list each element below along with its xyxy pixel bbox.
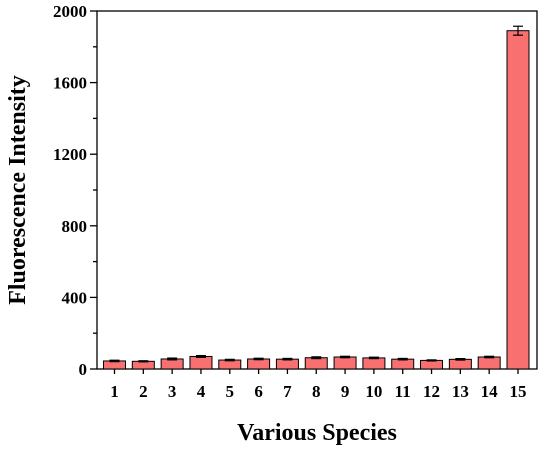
plot-frame bbox=[96, 10, 538, 370]
y-tick-label: 800 bbox=[62, 217, 88, 236]
bar bbox=[477, 356, 501, 370]
x-tick-label: 3 bbox=[168, 382, 177, 401]
x-tick-label: 4 bbox=[197, 382, 206, 401]
x-tick-label: 6 bbox=[254, 382, 263, 401]
x-axis: 1 2 3 4 5 6 7 8 9 10 11 12 13 14 15 bbox=[110, 369, 527, 401]
bar bbox=[218, 359, 242, 370]
bar bbox=[247, 358, 271, 370]
x-tick-label: 11 bbox=[395, 382, 411, 401]
y-tick-label: 1200 bbox=[53, 145, 87, 164]
bar bbox=[391, 358, 415, 370]
x-tick-label: 5 bbox=[226, 382, 235, 401]
y-axis: 0 400 800 1200 1600 2000 bbox=[53, 2, 97, 379]
y-tick-label: 400 bbox=[62, 288, 88, 307]
y-tick-label: 1600 bbox=[53, 74, 87, 93]
x-tick-label: 12 bbox=[423, 382, 440, 401]
bar bbox=[131, 360, 155, 370]
x-tick-label: 14 bbox=[481, 382, 499, 401]
y-tick-label: 2000 bbox=[53, 2, 87, 21]
x-tick-label: 7 bbox=[283, 382, 292, 401]
x-tick-label: 9 bbox=[341, 382, 350, 401]
x-tick-label: 2 bbox=[139, 382, 148, 401]
bar bbox=[189, 355, 213, 370]
bar bbox=[275, 358, 299, 370]
x-axis-title: Various Species bbox=[237, 420, 397, 446]
x-tick-label: 10 bbox=[365, 382, 382, 401]
bar bbox=[506, 30, 530, 370]
y-axis-title: Fluorescence Intensity bbox=[5, 75, 31, 305]
bar bbox=[420, 359, 444, 370]
x-tick-label: 15 bbox=[510, 382, 527, 401]
x-tick-label: 8 bbox=[312, 382, 321, 401]
bar bbox=[160, 358, 184, 370]
x-tick-label: 1 bbox=[110, 382, 119, 401]
x-tick-label: 13 bbox=[452, 382, 469, 401]
bar bbox=[304, 357, 328, 370]
y-tick-label: 0 bbox=[79, 360, 88, 379]
bar bbox=[362, 357, 386, 370]
bar bbox=[448, 358, 472, 370]
bar bbox=[333, 356, 357, 370]
bar-series bbox=[103, 25, 530, 370]
